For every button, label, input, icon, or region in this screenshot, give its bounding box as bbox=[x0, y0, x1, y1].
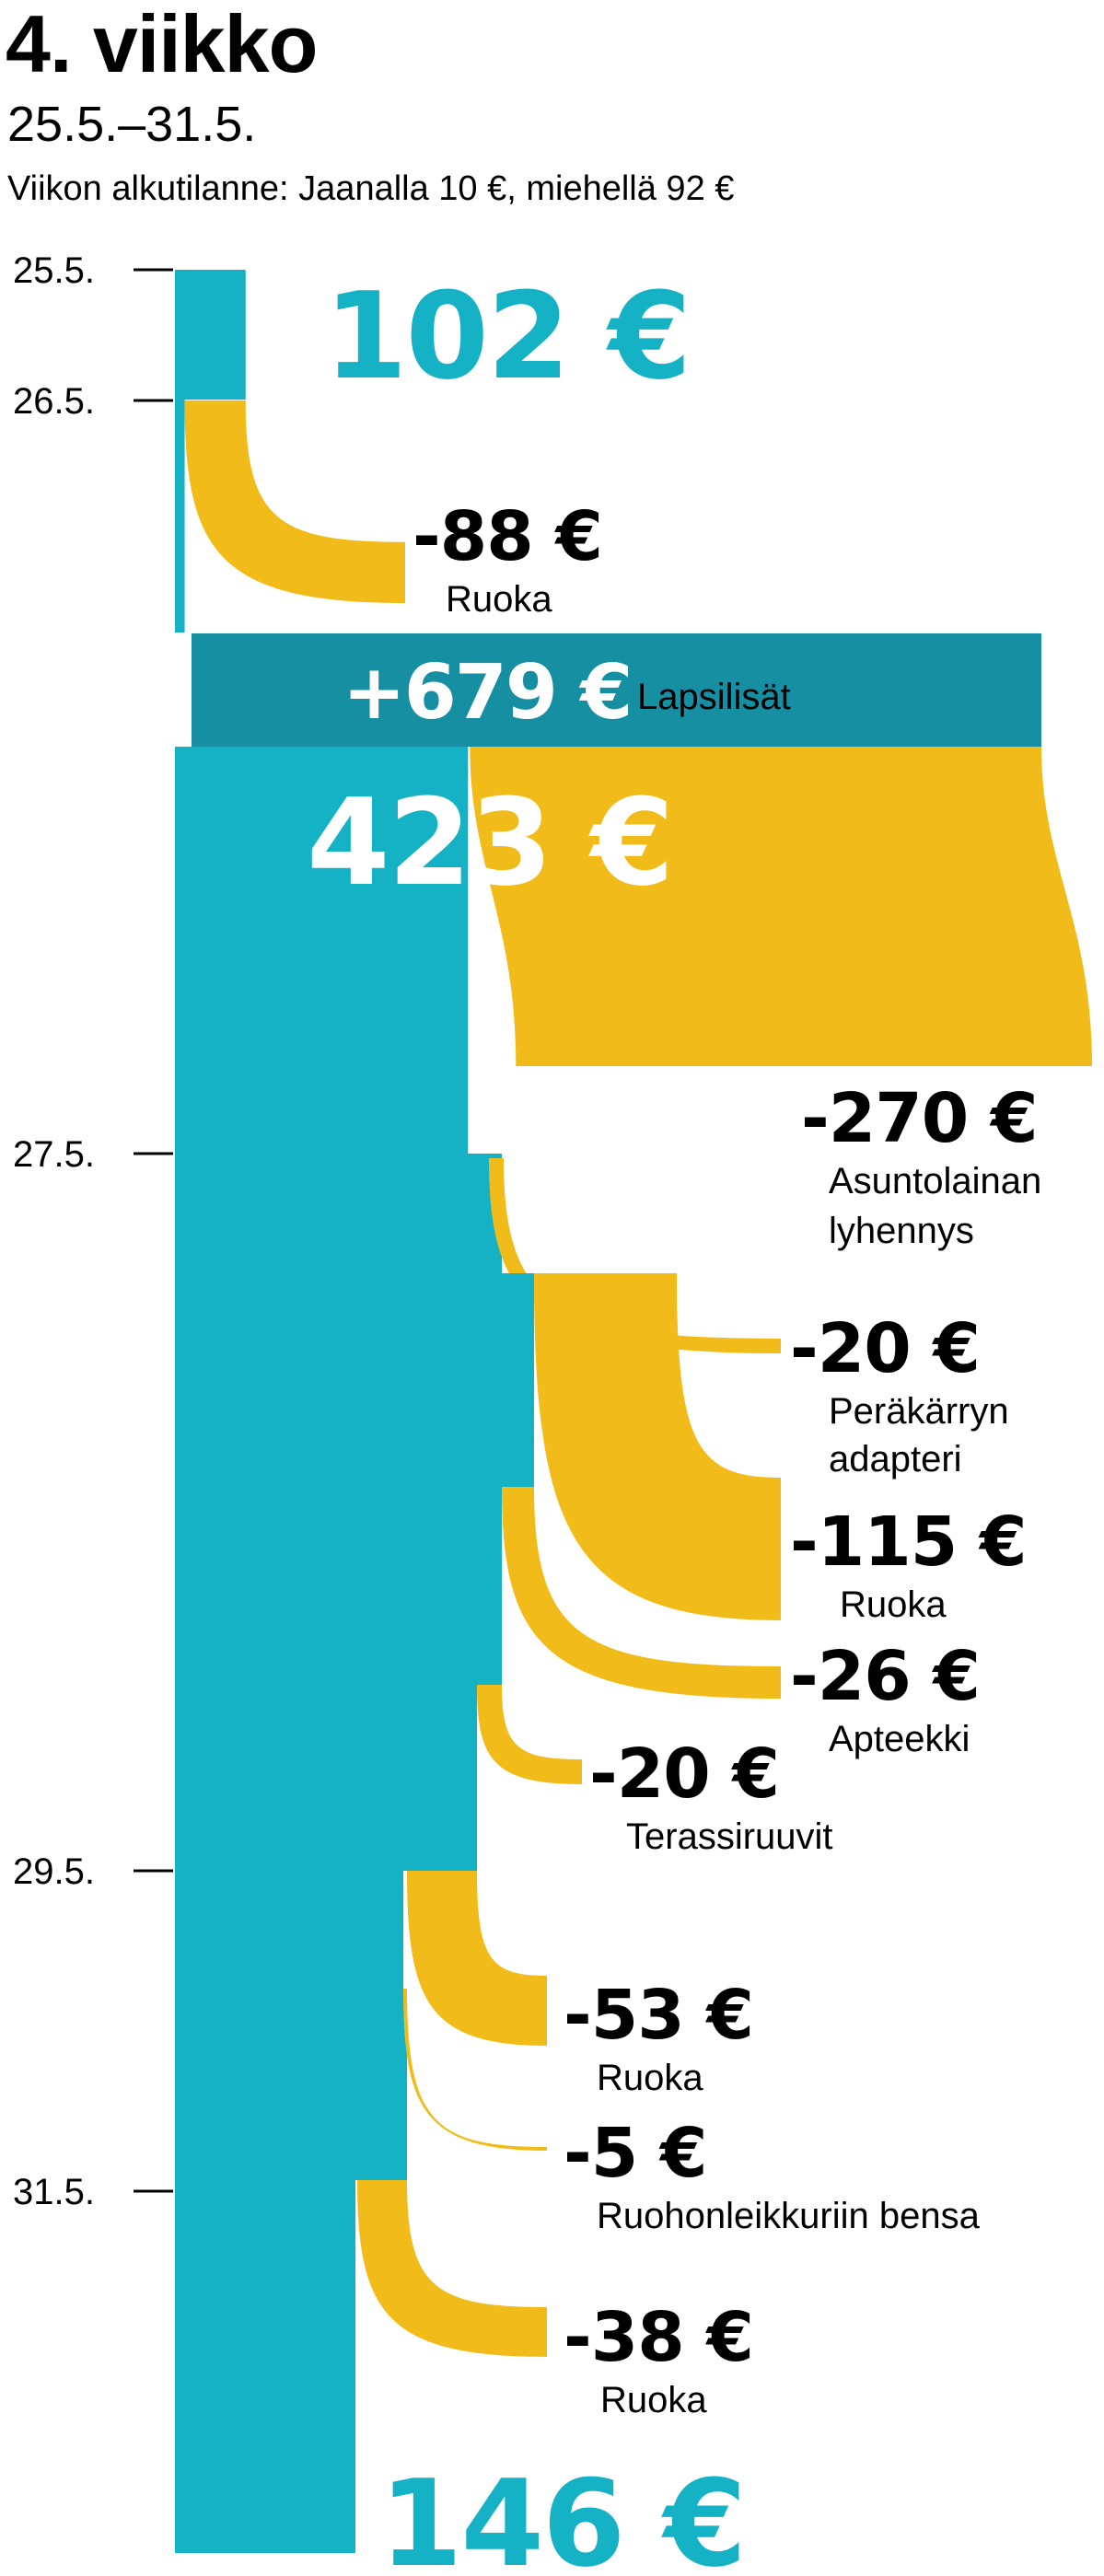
expense-label-4: Apteekki bbox=[829, 1719, 970, 1759]
expense-label-2: Peräkärryn adapteri bbox=[829, 1391, 1009, 1479]
expense-label-5: Terassiruuvit bbox=[626, 1816, 833, 1857]
balance-seg-5 bbox=[175, 1685, 477, 1871]
expense-ribbon-6 bbox=[407, 1871, 547, 2046]
expense-amount-5: -20 € bbox=[589, 1735, 779, 1814]
expense-label-3: Ruoka bbox=[840, 1584, 947, 1625]
chart-title: 4. viikko bbox=[6, 0, 318, 89]
balance-seg-3 bbox=[175, 1273, 534, 1487]
income-amount: +679 € bbox=[343, 649, 631, 737]
expense-amount-7: -5 € bbox=[564, 2114, 706, 2193]
balance-seg-6b bbox=[175, 1998, 407, 2180]
chart-subtitle: 25.5.–31.5. bbox=[7, 97, 257, 152]
date-label-2: 27.5. bbox=[13, 1134, 95, 1175]
expense-amount-3: -115 € bbox=[790, 1503, 1026, 1582]
expense-amount-1: -270 € bbox=[801, 1079, 1037, 1158]
balance-thin-bar bbox=[175, 400, 185, 632]
expense-amount-2: -20 € bbox=[790, 1309, 980, 1388]
income-label: Lapsilisät bbox=[637, 677, 791, 717]
balance-seg-4 bbox=[175, 1487, 502, 1685]
expense-ribbon-4 bbox=[502, 1487, 781, 1699]
expense-ribbon-3 bbox=[534, 1273, 781, 1620]
expense-amount-8: -38 € bbox=[564, 2298, 753, 2377]
flow-marks bbox=[175, 270, 1092, 2553]
date-label-4: 31.5. bbox=[13, 2172, 95, 2212]
expense-amount-6: -53 € bbox=[564, 1976, 753, 2055]
expense-label-7: Ruohonleikkuriin bensa bbox=[597, 2196, 981, 2236]
balance-423-bar bbox=[175, 747, 469, 1154]
balance-start-bar bbox=[175, 270, 246, 400]
date-label-3: 29.5. bbox=[13, 1851, 95, 1892]
balance-end-label: 146 € bbox=[379, 2454, 745, 2576]
expense-label-6: Ruoka bbox=[597, 2058, 703, 2098]
date-axis: 25.5. 26.5. 27.5. 29.5. 31.5. bbox=[13, 250, 173, 2212]
balance-423-label: 423 € bbox=[307, 772, 672, 912]
expense-ribbon-8 bbox=[357, 2180, 547, 2357]
expense-amount-4: -26 € bbox=[790, 1637, 980, 1716]
expense-amount-0: -88 € bbox=[413, 497, 602, 576]
balance-start-label: 102 € bbox=[324, 266, 690, 406]
expense-label-0: Ruoka bbox=[446, 579, 552, 620]
expense-ribbon-0 bbox=[184, 400, 405, 603]
balance-seg-2 bbox=[175, 1154, 502, 1273]
balance-seg-6 bbox=[175, 1871, 403, 1998]
date-label-0: 25.5. bbox=[13, 250, 95, 291]
income-bar bbox=[192, 633, 1041, 747]
expense-label-8: Ruoka bbox=[600, 2380, 707, 2420]
date-label-1: 26.5. bbox=[13, 381, 95, 422]
intro-text: Viikon alkutilanne: Jaanalla 10 €, miehe… bbox=[7, 169, 735, 208]
expense-ribbon-5 bbox=[477, 1685, 582, 1784]
balance-end-bar bbox=[175, 2180, 355, 2553]
expense-ribbon-1 bbox=[470, 747, 1092, 1066]
expense-label-1: Asuntolainan lyhennys bbox=[829, 1161, 1041, 1251]
